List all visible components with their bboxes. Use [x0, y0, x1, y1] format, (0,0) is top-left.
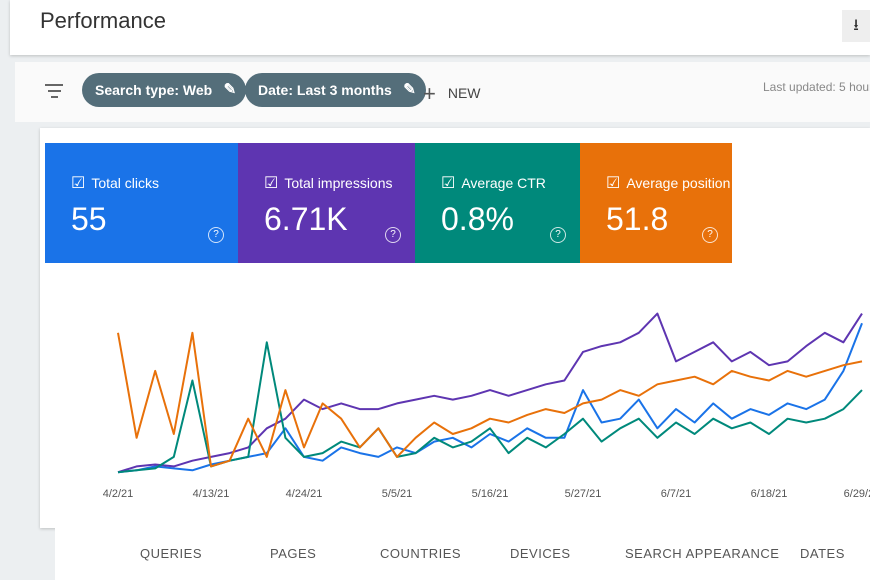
tab[interactable]: SEARCH APPEARANCE: [625, 546, 780, 561]
download-button[interactable]: ⭳: [842, 10, 870, 42]
tab[interactable]: QUERIES: [140, 546, 203, 561]
series-line: [117, 331, 863, 468]
metric-label: Total impressions: [264, 173, 392, 193]
filter-chip[interactable]: Date: Last 3 months: [245, 73, 426, 107]
series-line: [117, 341, 863, 474]
chart: 4/2/21 4/13/21 4/24/21 5/5/21 5/16/21 5/27/21…: [103, 312, 870, 500]
header: Performance ⭳: [10, 0, 870, 55]
new-button[interactable]: NEW: [423, 81, 481, 107]
page-title: Performance: [40, 8, 166, 33]
help-icon: ?: [385, 227, 401, 243]
metric-value: 51.8: [606, 201, 669, 237]
metric-label: Average position: [606, 173, 730, 193]
metric-label: Total clicks: [71, 173, 159, 193]
metric-value: 0.8%: [441, 201, 514, 237]
series-line: [117, 322, 863, 474]
metric-value: 6.71K: [264, 201, 348, 237]
x-tick-label: 6/18/21: [751, 488, 788, 500]
tab-bar: QUERIES PAGES COUNTRIES DEVICES SEARCH APPEA…: [55, 528, 870, 580]
metric-card[interactable]: Average position 51.8?: [580, 143, 732, 263]
x-tick-label: 5/16/21: [472, 488, 509, 500]
help-icon: ?: [550, 227, 566, 243]
tab[interactable]: COUNTRIES: [380, 546, 462, 561]
help-icon: ?: [702, 227, 718, 243]
filter-chip[interactable]: Search type: Web: [82, 73, 247, 107]
x-tick-label: 5/5/21: [382, 488, 413, 500]
metric-label: Average CTR: [441, 173, 546, 193]
tab[interactable]: DEVICES: [510, 546, 571, 561]
series-line: [117, 312, 863, 474]
x-tick-label: 4/13/21: [193, 488, 230, 500]
metric-card[interactable]: Total clicks 55?: [45, 143, 238, 263]
last-updated: Last updated: 5 hour: [763, 80, 870, 94]
metric-card[interactable]: Average CTR 0.8%?: [415, 143, 580, 263]
metric-card[interactable]: Total impressions 6.71K?: [238, 143, 415, 263]
tab[interactable]: DATES: [800, 546, 845, 561]
tab[interactable]: PAGES: [270, 546, 317, 561]
metric-value: 55: [71, 201, 107, 237]
x-tick-label: 5/27/21: [565, 488, 602, 500]
help-icon: ?: [208, 227, 224, 243]
toolbar: Search type: Web Date: Last 3 months NEW…: [15, 62, 870, 122]
x-tick-label: 4/2/21: [103, 488, 134, 500]
filter-icon[interactable]: [45, 84, 63, 102]
x-tick-label: 6/29/21: [844, 488, 870, 500]
x-tick-label: 6/7/21: [661, 488, 692, 500]
x-tick-label: 4/24/21: [286, 488, 323, 500]
